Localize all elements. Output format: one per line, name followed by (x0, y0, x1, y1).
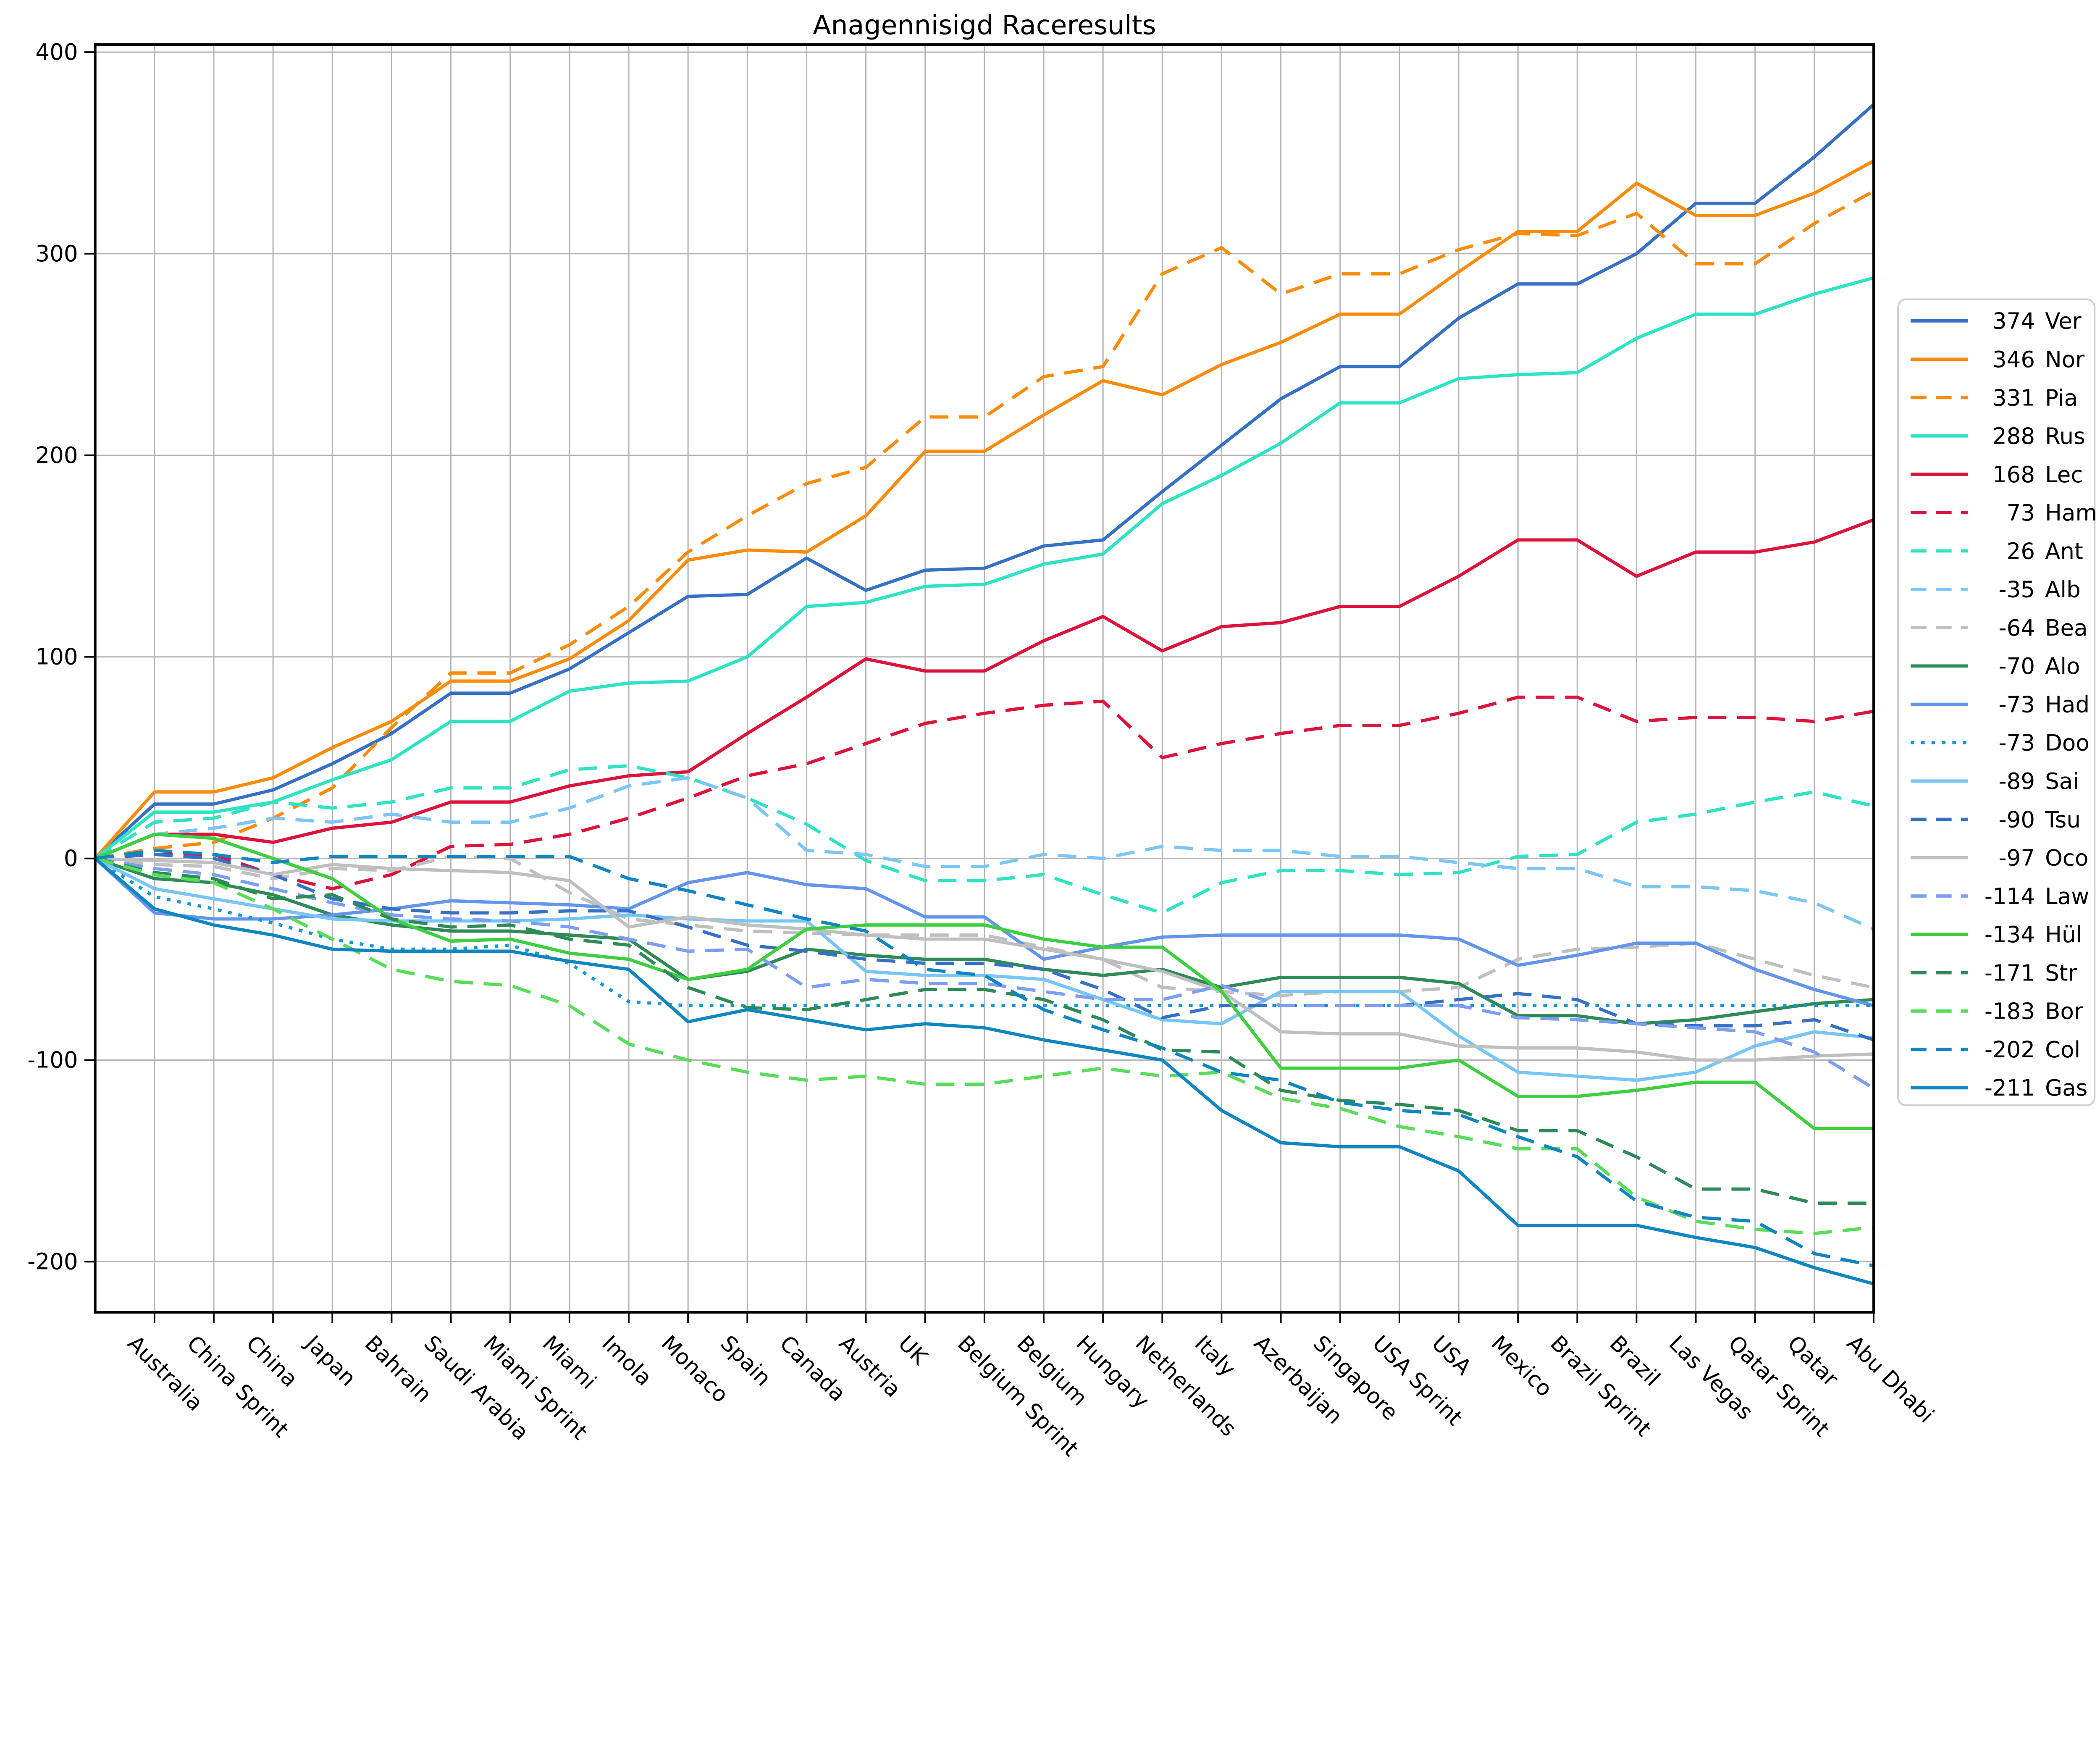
legend-value-Bor: -183 (1984, 999, 2035, 1025)
legend-value-Ver: 374 (1992, 308, 2035, 334)
legend-value-Oco: -97 (1999, 845, 2035, 871)
y-tick-label-100: 100 (35, 644, 78, 670)
x-tick-label-5: Saudi Arabia (419, 1331, 534, 1445)
legend-value-Alb: -35 (1999, 577, 2035, 603)
series-line-Str (94, 857, 1874, 1205)
x-tick-label-11: Canada (775, 1331, 850, 1407)
legend-name-Sai: Sai (2045, 768, 2079, 794)
figure: Australia China Sprint China Japan Bahrain Sa… (27, 9, 2097, 1461)
legend-value-Doo: -73 (1999, 730, 2035, 756)
x-tick-label-6: Miami Sprint (478, 1331, 592, 1445)
x-tick-label-23: Mexico (1486, 1331, 1557, 1402)
legend-name-Rus: Rus (2045, 423, 2085, 449)
legend-name-Alb: Alb (2045, 577, 2081, 603)
legend-value-Hül: -134 (1984, 922, 2035, 948)
gridlines (95, 45, 1874, 1313)
legend-value-Str: -171 (1984, 960, 2035, 986)
x-tick-label-27: Qatar Sprint (1723, 1331, 1834, 1442)
legend-name-Ant: Ant (2045, 538, 2083, 564)
legend-value-Pia: 331 (1992, 385, 2035, 411)
x-tick-label-1: China Sprint (182, 1331, 294, 1443)
y-tick-labels: 400 300 200 100 0 -100 -200 (27, 39, 78, 1275)
x-tick-label-13: UK (893, 1331, 933, 1370)
legend-name-Hül: Hül (2045, 922, 2082, 948)
legend-box (1897, 298, 2096, 1106)
x-tick-label-18: Italy (1190, 1331, 1241, 1382)
legend-value-Tsu: -90 (1999, 807, 2035, 833)
legend: 374 Ver 346 Nor 331 Pia 288 Rus 168 Lec 73 Ham 26 Ant… (1897, 298, 2097, 1106)
y-tick-label-400: 400 (35, 39, 78, 65)
legend-value-Had: -73 (1999, 691, 2035, 717)
x-tick-label-3: Japan (299, 1330, 361, 1391)
series-line-Alb (94, 776, 1874, 931)
legend-value-Gas: -211 (1984, 1075, 2035, 1101)
legend-value-Ant: 26 (2007, 538, 2035, 564)
series-line-Alo (94, 857, 1874, 1025)
legend-name-Alo: Alo (2045, 653, 2080, 679)
legend-name-Oco: Oco (2045, 845, 2088, 871)
legend-name-Str: Str (2045, 960, 2077, 986)
legend-name-Had: Had (2045, 691, 2090, 717)
series-line-Rus (94, 276, 1874, 860)
y-tick-label-200: 200 (35, 442, 78, 468)
legend-value-Law: -114 (1984, 883, 2035, 909)
legend-name-Lec: Lec (2045, 462, 2083, 488)
series-line-Bea (95, 854, 1874, 997)
legend-name-Pia: Pia (2045, 385, 2078, 411)
series-line-Nor (94, 159, 1874, 860)
legend-value-Ham: 73 (2007, 500, 2035, 526)
legend-name-Bor: Bor (2045, 999, 2083, 1025)
legend-value-Sai: -89 (1999, 768, 2035, 794)
legend-value-Col: -202 (1984, 1037, 2035, 1063)
chart-title: Anagennisigd Raceresults (813, 9, 1156, 40)
series-line-Doo (94, 857, 1874, 1007)
legend-name-Ver: Ver (2045, 308, 2082, 334)
series-line-Ant (94, 764, 1874, 915)
series-line-Pia (95, 189, 1874, 860)
x-tick-label-8: Imola (597, 1331, 657, 1391)
y-tick-label--200: -200 (27, 1248, 78, 1275)
series-line-Sai (94, 857, 1874, 1082)
series-line-Law (95, 857, 1875, 1090)
legend-name-Doo: Doo (2045, 730, 2090, 756)
series-line-Lec (94, 518, 1874, 860)
series-line-Ham (95, 695, 1874, 891)
legend-name-Col: Col (2045, 1037, 2080, 1063)
y-tick-label-300: 300 (35, 241, 78, 267)
legend-value-Lec: 168 (1992, 462, 2035, 488)
series-line-Gas (94, 857, 1874, 1285)
y-tick-label-0: 0 (64, 846, 78, 872)
legend-name-Tsu: Tsu (2045, 807, 2081, 833)
series-lines (94, 103, 1875, 1285)
x-tick-label-29: Abu Dhabi (1842, 1331, 1939, 1428)
legend-value-Rus: 288 (1992, 423, 2035, 449)
series-line-Col (95, 849, 1874, 1267)
y-tick-label--100: -100 (27, 1047, 78, 1073)
series-line-Tsu (95, 853, 1874, 1042)
legend-name-Bea: Bea (2045, 615, 2087, 641)
legend-value-Bea: -64 (1999, 615, 2035, 641)
legend-value-Nor: 346 (1992, 347, 2035, 373)
series-line-Ver (94, 103, 1875, 860)
legend-name-Nor: Nor (2045, 347, 2084, 373)
axis-ticks (84, 51, 1874, 1323)
x-tick-label-22: USA (1427, 1331, 1476, 1380)
series-line-Oco (95, 857, 1874, 1062)
series-line-Bor (94, 857, 1874, 1235)
legend-value-Alo: -70 (1999, 653, 2035, 679)
legend-name-Ham: Ham (2045, 500, 2097, 526)
legend-name-Gas: Gas (2045, 1075, 2087, 1101)
legend-name-Law: Law (2045, 883, 2089, 909)
